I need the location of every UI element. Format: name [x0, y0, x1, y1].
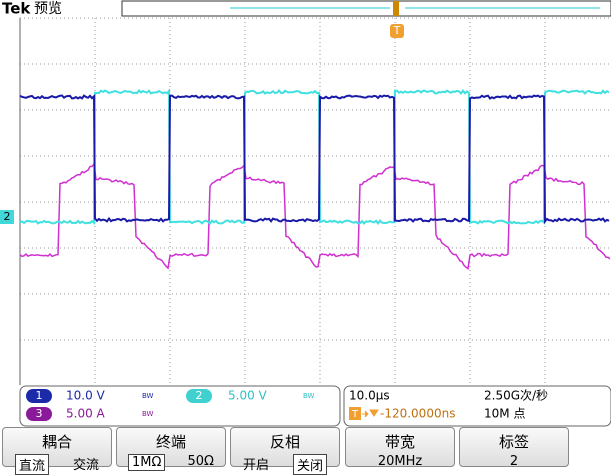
ch2-number: 2: [196, 389, 203, 402]
menu-title: 标签: [460, 431, 568, 452]
menu-option[interactable]: 1MΩ: [128, 454, 165, 471]
menu-button[interactable]: 反相 开启 关闭: [230, 427, 340, 467]
menu-button[interactable]: 标签 2: [459, 427, 569, 467]
brand: Tek: [2, 0, 31, 18]
graticule: [20, 18, 611, 385]
menu-options: 1MΩ 50Ω: [117, 454, 225, 471]
time-scale: 10.0μs: [349, 389, 390, 403]
waveforms: [20, 91, 610, 269]
ch2-scale: 5.00 V: [228, 389, 268, 403]
record-length: 10M 点: [484, 407, 525, 421]
ch1-number: 1: [36, 389, 43, 402]
page: Tek 预览 T 2 1 10.0 V BW 2 5.00 V BW 3 5.0…: [0, 0, 611, 467]
menu-title: 带宽: [346, 431, 454, 452]
ch1-scale: 10.0 V: [66, 389, 106, 403]
menu-options: 开启 关闭: [231, 454, 339, 475]
channel-label: 2: [4, 210, 11, 223]
ch3-trace: [20, 164, 610, 269]
menu-option[interactable]: 直流: [15, 454, 49, 475]
trigger-icon-label: T: [351, 409, 359, 420]
ch3-bw: BW: [142, 410, 154, 418]
menu-option[interactable]: 关闭: [293, 454, 327, 475]
record-window: [393, 1, 399, 16]
menu-title: 终端: [117, 431, 225, 452]
scope: Tek 预览 T 2 1 10.0 V BW 2 5.00 V BW 3 5.0…: [0, 0, 611, 467]
ch1-trace: [20, 96, 609, 222]
mode: 预览: [34, 1, 62, 17]
ch3-scale: 5.00 A: [66, 407, 106, 421]
menu-title: 反相: [231, 431, 339, 452]
menu-options: 直流 交流: [3, 454, 111, 475]
menu-button[interactable]: 带宽 20MHz: [345, 427, 455, 467]
ch2-bw: BW: [303, 392, 315, 400]
ch1-bw: BW: [142, 392, 154, 400]
menu-title: 耦合: [3, 431, 111, 452]
ch3-number: 3: [36, 407, 43, 420]
menu-option[interactable]: 50Ω: [187, 454, 213, 471]
menu-option[interactable]: 开启: [243, 454, 269, 475]
trigger-position: -120.0000ns: [380, 407, 455, 421]
trigger-label: T: [393, 24, 401, 37]
menu-button[interactable]: 耦合 直流 交流: [2, 427, 112, 467]
menu-option[interactable]: 交流: [73, 454, 99, 475]
menu-button[interactable]: 终端 1MΩ 50Ω: [116, 427, 226, 467]
sample-rate: 2.50G次/秒: [484, 389, 548, 403]
